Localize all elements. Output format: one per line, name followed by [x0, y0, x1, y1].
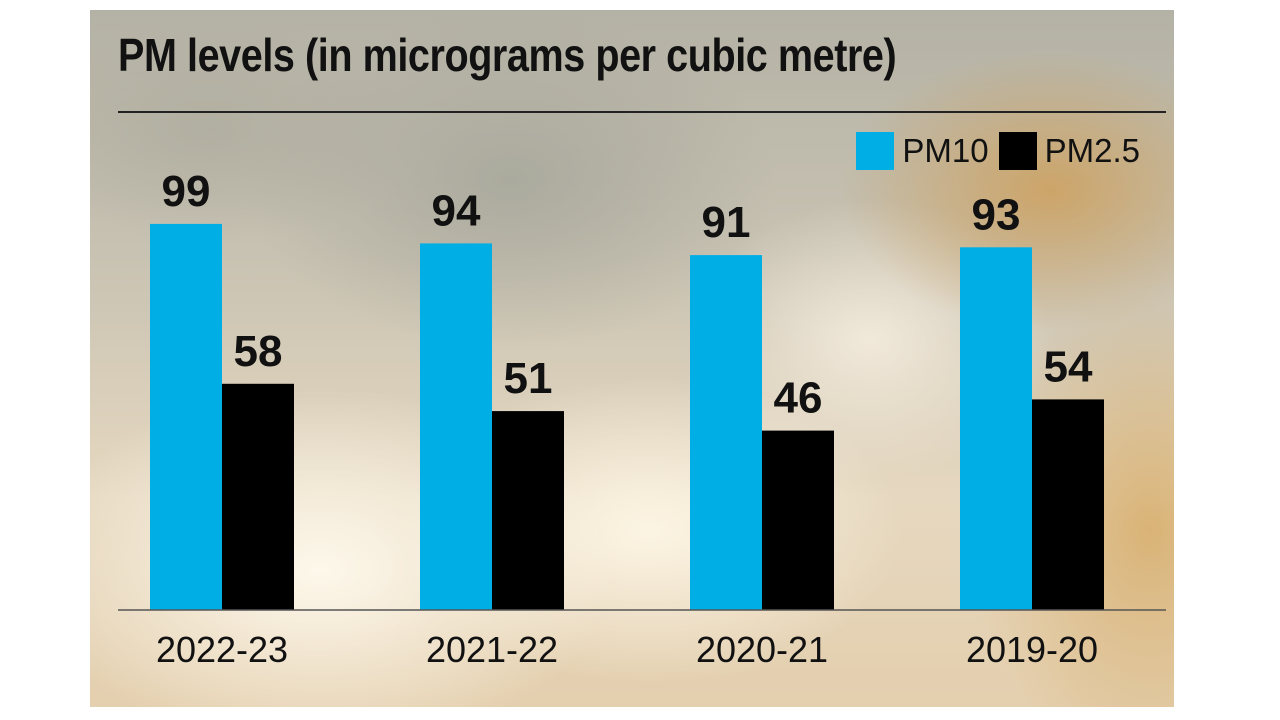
bar-pm25-2022-23 — [222, 383, 294, 610]
value-label-pm25-2020-21: 46 — [774, 374, 823, 423]
bar-pm25-2019-20 — [1032, 399, 1104, 610]
bar-pm10-2020-21 — [690, 255, 762, 610]
title-divider — [118, 111, 1166, 113]
chart-title: PM levels (in micrograms per cubic metre… — [118, 29, 897, 81]
category-label-2020-21: 2020-21 — [696, 629, 828, 670]
legend-item-pm10: PM10 — [856, 132, 989, 170]
chart-card: PM levels (in micrograms per cubic metre… — [90, 10, 1174, 707]
value-label-pm10-2021-22: 94 — [432, 186, 481, 235]
value-label-pm10-2020-21: 91 — [702, 198, 751, 247]
bar-pm10-2019-20 — [960, 247, 1032, 611]
legend-item-pm25: PM2.5 — [998, 132, 1140, 170]
bar-pm25-2020-21 — [762, 430, 834, 610]
legend-swatch-pm10 — [856, 132, 895, 170]
legend-label-pm10: PM10 — [902, 132, 989, 169]
value-label-pm10-2019-20: 93 — [972, 190, 1021, 239]
chart-legend: PM10 PM2.5 — [856, 132, 1140, 170]
value-label-pm10-2022-23: 99 — [162, 167, 211, 216]
category-label-2021-22: 2021-22 — [426, 629, 558, 670]
bar-chart-plot: 99 58 2022-23 94 51 2021-22 91 46 2020-21 93 54 201… — [118, 167, 1166, 670]
legend-label-pm25: PM2.5 — [1044, 132, 1140, 169]
bar-pm25-2021-22 — [492, 411, 564, 610]
category-label-2022-23: 2022-23 — [156, 629, 288, 670]
bar-pm10-2021-22 — [420, 243, 492, 610]
value-label-pm25-2019-20: 54 — [1044, 342, 1093, 391]
legend-swatch-pm25 — [998, 132, 1037, 170]
category-label-2019-20: 2019-20 — [966, 629, 1098, 670]
value-label-pm25-2021-22: 51 — [504, 354, 553, 403]
bar-pm10-2022-23 — [150, 223, 222, 610]
value-label-pm25-2022-23: 58 — [234, 327, 283, 376]
